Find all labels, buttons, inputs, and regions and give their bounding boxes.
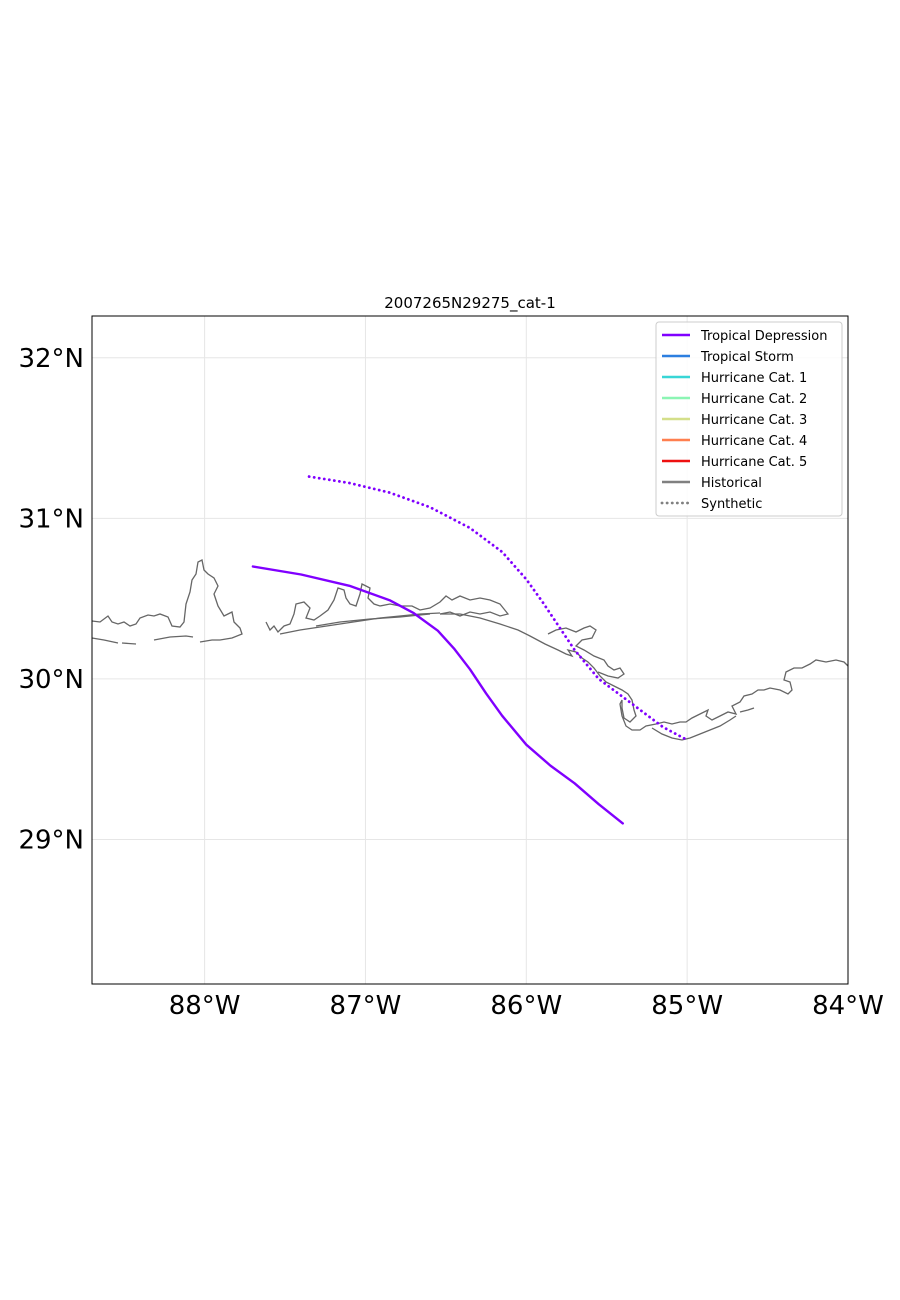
legend-box xyxy=(655,321,843,517)
x-tick-label-2: 86°W xyxy=(490,991,562,1021)
historical-track xyxy=(251,565,624,825)
axis-tick-labels: 88°W 87°W 86°W 85°W 84°W 32°N 31°N 30°N 29°N xyxy=(18,344,883,1021)
legend-label-6: Hurricane Cat. 5 xyxy=(701,455,807,470)
coastline-barrier-4 xyxy=(279,612,441,635)
legend-items: Tropical Depression Tropical Storm Hurrica… xyxy=(660,329,827,512)
y-tick-label-3: 29°N xyxy=(18,825,84,855)
coastline-mainland-2 xyxy=(265,583,510,634)
x-tick-label-4: 84°W xyxy=(812,991,884,1021)
synthetic-track xyxy=(307,475,689,742)
legend-label-1: Tropical Storm xyxy=(700,350,794,365)
x-tick-label-0: 88°W xyxy=(169,991,241,1021)
legend-label-0: Tropical Depression xyxy=(700,329,827,344)
legend-label-8: Synthetic xyxy=(701,497,762,512)
y-tick-label-1: 31°N xyxy=(18,504,84,534)
coastline-panhandle xyxy=(440,613,849,731)
x-tick-label-1: 87°W xyxy=(330,991,402,1021)
chart-title: 2007265N29275_cat-1 xyxy=(384,294,556,313)
legend-label-2: Hurricane Cat. 1 xyxy=(701,371,807,386)
y-tick-label-0: 32°N xyxy=(18,344,84,374)
legend-label-3: Hurricane Cat. 2 xyxy=(701,392,807,407)
y-tick-label-2: 30°N xyxy=(18,665,84,695)
legend: Tropical Depression Tropical Storm Hurrica… xyxy=(655,321,843,517)
coastline-bay-islands xyxy=(547,625,625,679)
coastline-island-east xyxy=(739,707,755,713)
coastline-barrier-2 xyxy=(121,642,137,645)
coastline-barrier-3 xyxy=(153,635,194,641)
legend-label-5: Hurricane Cat. 4 xyxy=(701,434,807,449)
coastline-barrier-5 xyxy=(315,613,431,627)
coastline-cape xyxy=(651,715,737,741)
coastline-barrier-1 xyxy=(91,637,119,644)
plot-frame xyxy=(91,315,849,985)
storm-tracks xyxy=(251,475,689,825)
legend-label-7: Historical xyxy=(701,476,762,491)
x-tick-label-3: 85°W xyxy=(651,991,723,1021)
coastline xyxy=(91,559,849,741)
legend-label-4: Hurricane Cat. 3 xyxy=(701,413,807,428)
coastline-mainland xyxy=(91,559,243,643)
